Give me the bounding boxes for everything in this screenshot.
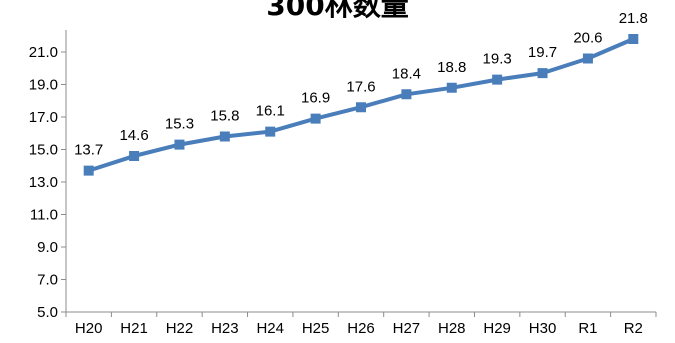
data-point-marker <box>582 53 593 64</box>
x-tick-label: H24 <box>256 320 284 337</box>
data-label: 16.1 <box>256 103 285 120</box>
data-label: 21.8 <box>619 10 648 27</box>
y-tick-label: 13.0 <box>29 174 58 191</box>
x-tick-label: H29 <box>483 320 511 337</box>
data-point-marker <box>446 82 457 93</box>
data-label: 18.4 <box>392 65 421 82</box>
x-tick-label: H20 <box>75 320 103 337</box>
data-label: 19.3 <box>483 51 512 68</box>
data-label: 18.8 <box>437 59 466 76</box>
data-point-marker <box>401 89 412 100</box>
x-tick-label: H25 <box>302 320 330 337</box>
data-label: 14.6 <box>119 127 148 144</box>
y-tick-label: 5.0 <box>37 304 58 321</box>
x-tick-label: H21 <box>120 320 148 337</box>
data-point-marker <box>628 34 639 44</box>
data-label: 17.6 <box>346 78 375 95</box>
y-axis: 5.0 7.0 9.0 11.0 13.0 15.0 17.0 19.0 21.0 <box>29 30 67 321</box>
y-tick-label: 17.0 <box>29 109 58 126</box>
x-tick-label: H26 <box>347 320 375 337</box>
data-point-marker <box>265 126 276 137</box>
x-tick-label: H23 <box>211 320 239 337</box>
data-point-marker <box>219 131 230 142</box>
data-label: 16.9 <box>301 90 330 107</box>
y-tick-label: 11.0 <box>30 207 58 224</box>
y-tick-label: 7.0 <box>37 272 58 289</box>
data-label: 15.8 <box>210 108 239 125</box>
data-point-marker <box>492 74 503 85</box>
x-axis: H20 H21 H22 H23 H24 H25 H26 H27 H28 H29 H30 R1 R2 <box>65 311 657 337</box>
y-tick-label: 19.0 <box>29 77 58 94</box>
data-label: 15.3 <box>165 116 194 133</box>
x-tick-label: H27 <box>393 320 421 337</box>
y-tick-label: 9.0 <box>37 239 58 256</box>
data-label: 20.6 <box>573 30 602 47</box>
data-point-marker <box>174 139 185 150</box>
x-tick-label: R2 <box>624 320 643 337</box>
data-label: 19.7 <box>528 44 557 61</box>
x-tick-label: R1 <box>578 320 597 337</box>
x-tick-label: H22 <box>166 320 194 337</box>
x-tick-label: H30 <box>529 320 557 337</box>
chart-title: 300林数量 <box>266 0 409 22</box>
data-point-marker <box>310 113 321 124</box>
y-tick-label: 21.0 <box>29 44 58 61</box>
data-point-marker <box>356 102 366 113</box>
data-point-marker <box>129 151 140 161</box>
y-tick-label: 15.0 <box>29 142 58 159</box>
data-point-marker <box>537 68 548 79</box>
x-tick-label: H28 <box>438 320 466 337</box>
data-label: 13.7 <box>74 142 103 159</box>
data-point-marker <box>83 165 94 176</box>
markers-group <box>83 34 639 176</box>
data-labels-group: 13.7 14.6 15.3 15.8 16.1 16.9 17.6 18.4 18.8 19.3… <box>74 10 648 159</box>
